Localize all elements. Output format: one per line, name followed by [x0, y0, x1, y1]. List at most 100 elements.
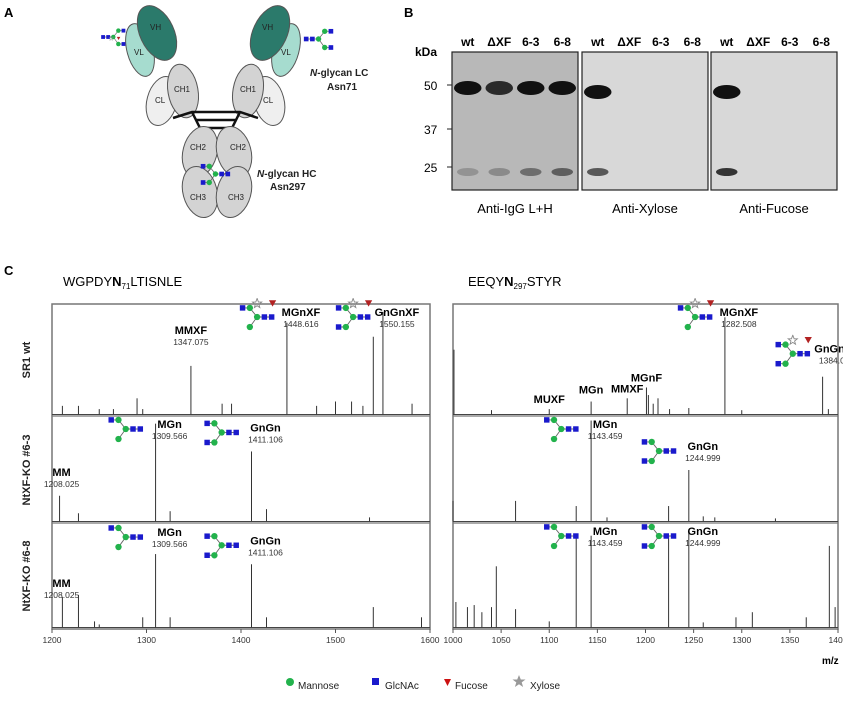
legend-xylose: Xylose [530, 681, 560, 692]
glycan-mgn-icon [677, 304, 713, 331]
peak-label: MMXF [611, 383, 644, 395]
x-tick-label: 1400 [232, 635, 251, 645]
x-axis-unit: m/z [822, 656, 839, 667]
glycan-gngn-icon [203, 532, 240, 559]
label-ch1-right: CH1 [240, 85, 257, 94]
glycan-lc-right-icon [303, 28, 334, 51]
glycan-gngn-icon [335, 304, 371, 331]
heavy-chain-band [517, 81, 545, 95]
label-ch2-left: CH2 [190, 143, 207, 152]
spectra-frame [452, 303, 839, 630]
peak-label: GnGn [250, 422, 281, 434]
peak-mz: 1143.459 [588, 538, 623, 548]
marker-50: 50 [424, 79, 438, 93]
lane-label: 6-3 [781, 35, 799, 49]
panel-a: A VH VL CH1 CL VH VL [4, 5, 368, 218]
light-chain-band [457, 168, 479, 176]
panel-b-label: B [404, 5, 413, 20]
glycan-mgn-icon [543, 523, 580, 550]
mannose-icon [286, 678, 294, 686]
peak-mz: 1550.155 [379, 319, 415, 329]
x-tick-label: 1200 [43, 635, 62, 645]
row-label-ko-6-3: NtXF-KO #6-3 [21, 435, 33, 506]
lane-label: 6-3 [522, 35, 540, 49]
domain-ch3-left [181, 166, 219, 218]
peak-mz: 1143.459 [588, 431, 623, 441]
glycan-mgn-icon [108, 416, 144, 443]
peak-label: MGn [593, 526, 618, 538]
glycan-gngn-icon [641, 523, 677, 550]
domain-ch3-right [215, 166, 253, 218]
fucose-icon [444, 679, 451, 686]
label-ch2-right: CH2 [230, 143, 247, 152]
hinge-disulfides [172, 110, 259, 130]
light-chain-band [520, 168, 542, 176]
label-ch3-left: CH3 [190, 193, 207, 202]
light-chain-band [551, 168, 573, 176]
panel-b: B kDa 50 37 25 wt ΔXF 6-3 6-8 Anti-IgG L+H wt… [404, 5, 838, 216]
domain-vh-left [136, 5, 178, 61]
peak-mz: 1411.106 [248, 434, 283, 444]
domain-vh-right [249, 5, 291, 61]
peak-mz: 1384.005 [819, 356, 843, 366]
lc-glycan-site: Asn71 [327, 82, 357, 93]
peak-mz: 1208.025 [44, 479, 80, 489]
label-vl-left: VL [134, 48, 144, 57]
peak-label: MGnXF [282, 307, 321, 319]
x-tick-label: 1300 [732, 635, 751, 645]
legend-fucose: Fucose [455, 681, 488, 692]
blot-caption: Anti-Xylose [612, 201, 678, 216]
peak-mz: 1244.999 [685, 453, 721, 463]
peak-label: GnGn [688, 526, 719, 538]
kda-label: kDa [415, 45, 437, 59]
peak-label: GnGn [688, 441, 719, 453]
peak-mz: 1448.616 [283, 319, 319, 329]
lane-label: wt [719, 35, 733, 49]
glycan-gngn-icon [203, 419, 240, 447]
light-chain-band [587, 168, 609, 176]
label-ch3-right: CH3 [228, 193, 245, 202]
lane-label: wt [460, 35, 474, 49]
panel-c-label: C [4, 263, 14, 278]
heavy-chain-band [584, 85, 612, 99]
glycan-mgn-icon [543, 416, 580, 443]
lane-label: ΔXF [487, 35, 511, 49]
blot-1 [581, 51, 709, 191]
peak-mz: 1208.025 [44, 590, 80, 600]
peak-mz: 1411.106 [248, 547, 283, 557]
x-tick-label: 1150 [588, 635, 607, 645]
lane-label: wt [590, 35, 604, 49]
row-label-ko-6-8: NtXF-KO #6-8 [21, 541, 33, 612]
domain-ch1-left [167, 63, 199, 119]
label-vl-right: VL [281, 48, 291, 57]
legend-mannose: Mannose [298, 681, 340, 692]
heavy-chain-band [454, 81, 482, 95]
glycan-lc-left-icon [100, 28, 126, 47]
hc-glycan-site: Asn297 [270, 182, 306, 193]
glycan-gngn-icon [641, 438, 677, 465]
xylose-fucose-icon [252, 298, 277, 309]
heavy-chain-band [713, 85, 741, 99]
peak-label: MM [52, 578, 70, 590]
peak-mz: 1309.566 [152, 431, 188, 441]
peak-label: MGnXF [720, 307, 759, 319]
glycan-gngn-icon [775, 340, 811, 368]
x-tick-label: 1300 [137, 635, 156, 645]
glycan-mgn-icon [239, 304, 275, 331]
xylose-icon [512, 675, 526, 687]
peak-label: MGn [579, 385, 604, 397]
label-ch1-left: CH1 [174, 85, 191, 94]
peak-label: MGnF [631, 373, 662, 385]
peptide-title-right: EEQYN297STYR [468, 274, 562, 291]
peak-mz: 1309.566 [152, 539, 188, 549]
peak-label: GnGnXF [375, 307, 420, 319]
lane-label: 6-8 [684, 35, 702, 49]
peak-mz: 1347.075 [173, 337, 209, 347]
blot-0 [451, 51, 579, 191]
marker-25: 25 [424, 161, 438, 175]
x-tick-label: 1200 [636, 635, 655, 645]
xylose-fucose-icon [690, 298, 715, 309]
light-chain-band [716, 168, 738, 176]
panel-c: C WGPDYN71LTISNLE EEQYN297STYR SR1 wt Nt… [4, 263, 843, 692]
glycan-legend: Mannose GlcNAc Fucose Xylose [286, 675, 560, 692]
